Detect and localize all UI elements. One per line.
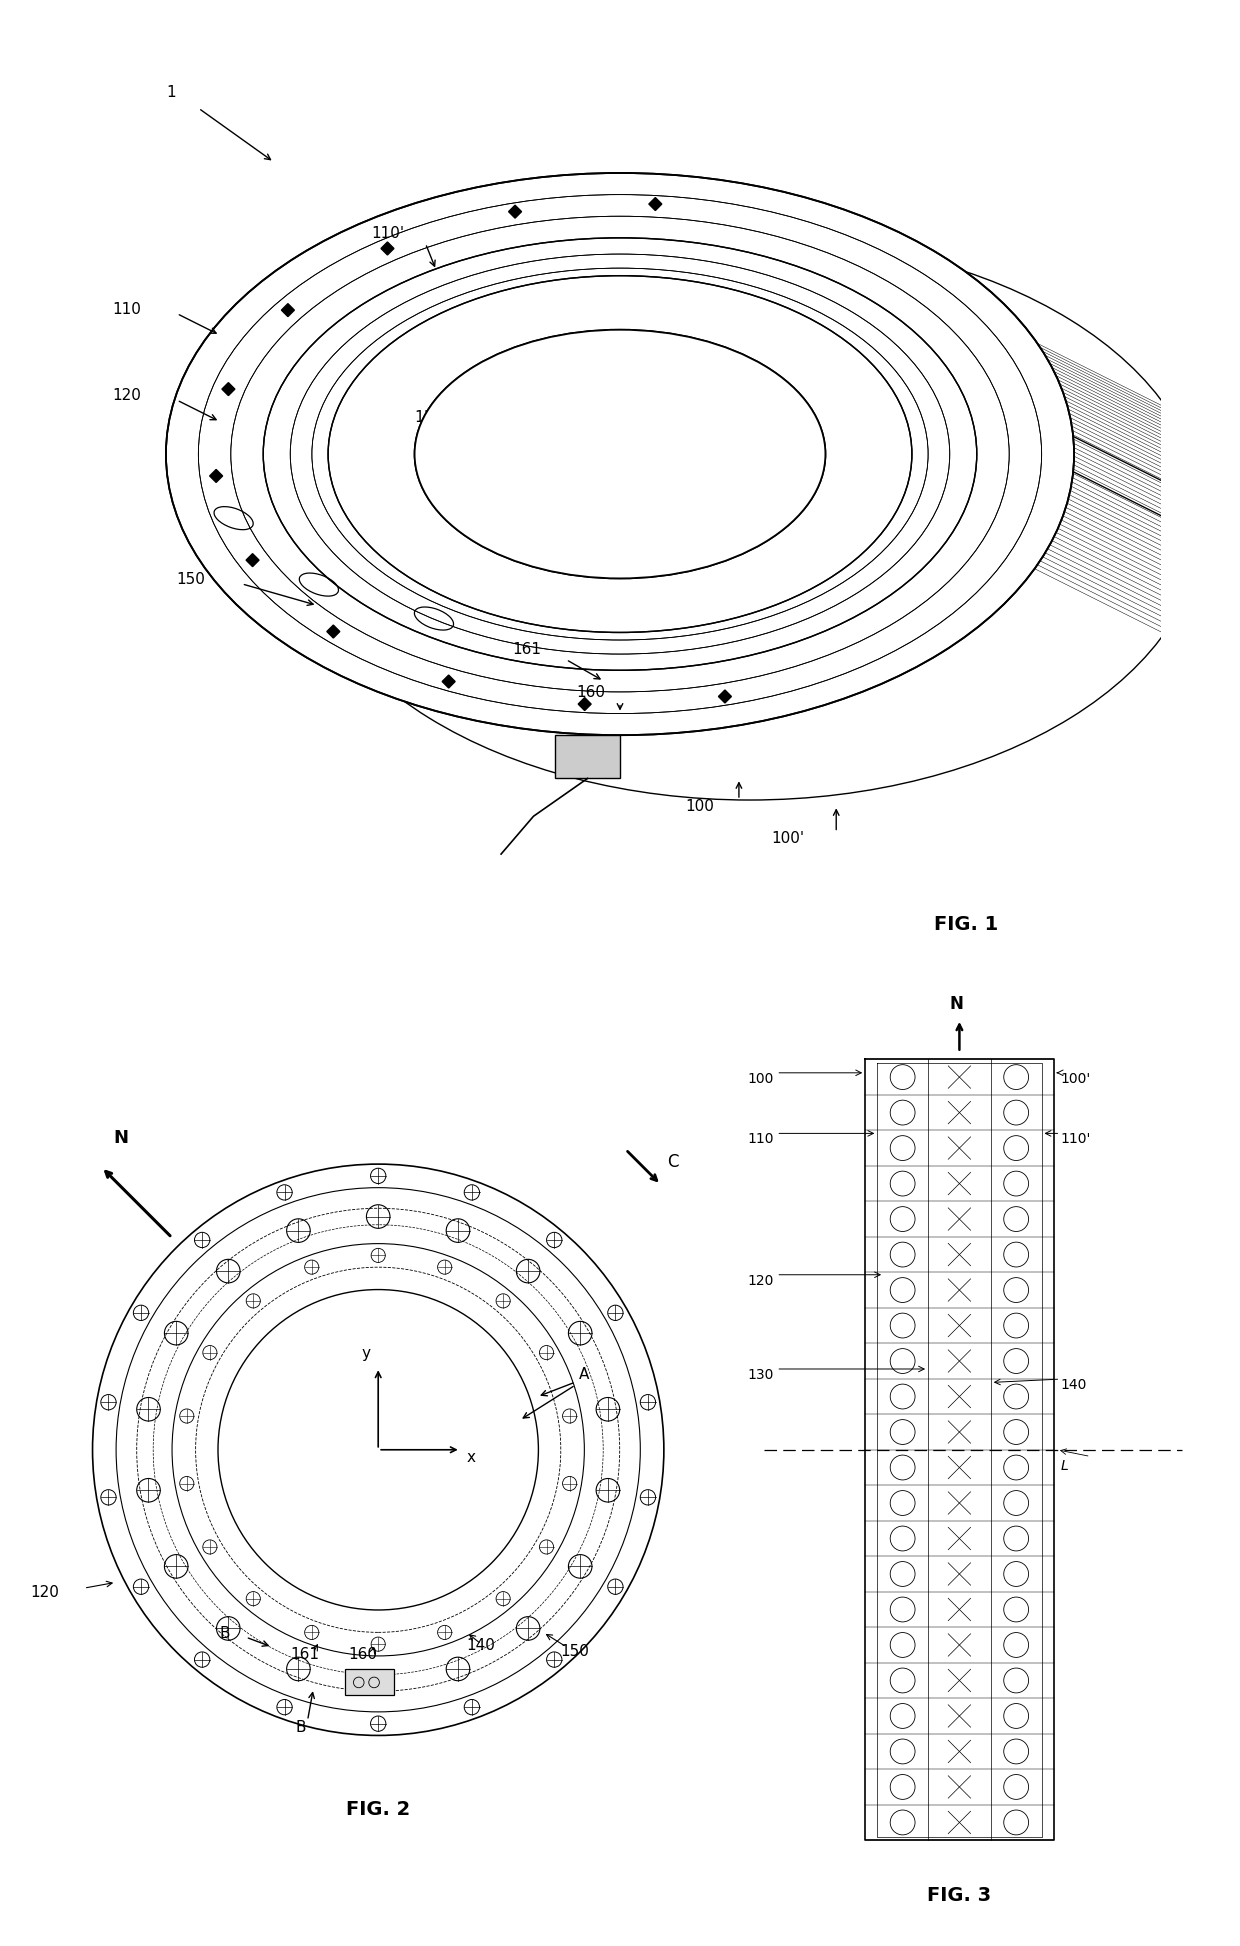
Polygon shape	[578, 697, 591, 710]
Text: 150: 150	[177, 572, 206, 588]
Text: 110': 110'	[1060, 1133, 1091, 1146]
Text: 140: 140	[448, 481, 476, 494]
Text: N: N	[113, 1129, 128, 1148]
Polygon shape	[381, 241, 394, 255]
Text: 1: 1	[166, 86, 176, 101]
Polygon shape	[222, 383, 234, 395]
Text: FIG. 3: FIG. 3	[928, 1886, 992, 1905]
Text: 100': 100'	[771, 831, 805, 847]
Text: 161: 161	[290, 1646, 319, 1662]
Text: A: A	[578, 1368, 589, 1382]
Text: L: L	[1060, 1460, 1068, 1473]
Text: y: y	[362, 1347, 371, 1362]
Text: FIG. 2: FIG. 2	[346, 1800, 410, 1820]
Text: 100': 100'	[1060, 1072, 1091, 1086]
Text: 110: 110	[112, 302, 141, 317]
Polygon shape	[443, 675, 455, 689]
Polygon shape	[508, 204, 522, 218]
Bar	[345, 1670, 394, 1695]
Text: B: B	[295, 1720, 306, 1736]
Text: 110: 110	[748, 1133, 774, 1146]
Polygon shape	[649, 198, 662, 210]
Text: C: C	[667, 1154, 678, 1171]
Text: 140: 140	[466, 1639, 496, 1652]
Text: 150: 150	[560, 1644, 590, 1658]
Text: 120: 120	[112, 387, 141, 403]
Polygon shape	[246, 555, 259, 566]
Text: 160: 160	[577, 685, 606, 701]
Text: 161: 161	[512, 642, 541, 658]
Text: 120: 120	[31, 1586, 60, 1600]
Polygon shape	[327, 625, 340, 638]
Polygon shape	[718, 691, 732, 703]
Text: 100: 100	[684, 800, 714, 813]
Text: 130: 130	[748, 1368, 774, 1382]
Bar	[556, 736, 620, 778]
Text: B: B	[219, 1627, 229, 1640]
Polygon shape	[281, 304, 294, 317]
Text: 140: 140	[1060, 1378, 1086, 1391]
Text: 130: 130	[414, 411, 444, 424]
Text: FIG. 1: FIG. 1	[934, 915, 998, 934]
Ellipse shape	[166, 173, 1074, 736]
Text: 100: 100	[748, 1072, 774, 1086]
Text: N: N	[950, 994, 963, 1012]
Text: 160: 160	[348, 1646, 378, 1662]
Polygon shape	[210, 469, 223, 483]
Text: 110': 110'	[371, 226, 404, 241]
Text: 120: 120	[748, 1275, 774, 1288]
Text: x: x	[466, 1450, 476, 1465]
Ellipse shape	[414, 329, 826, 578]
